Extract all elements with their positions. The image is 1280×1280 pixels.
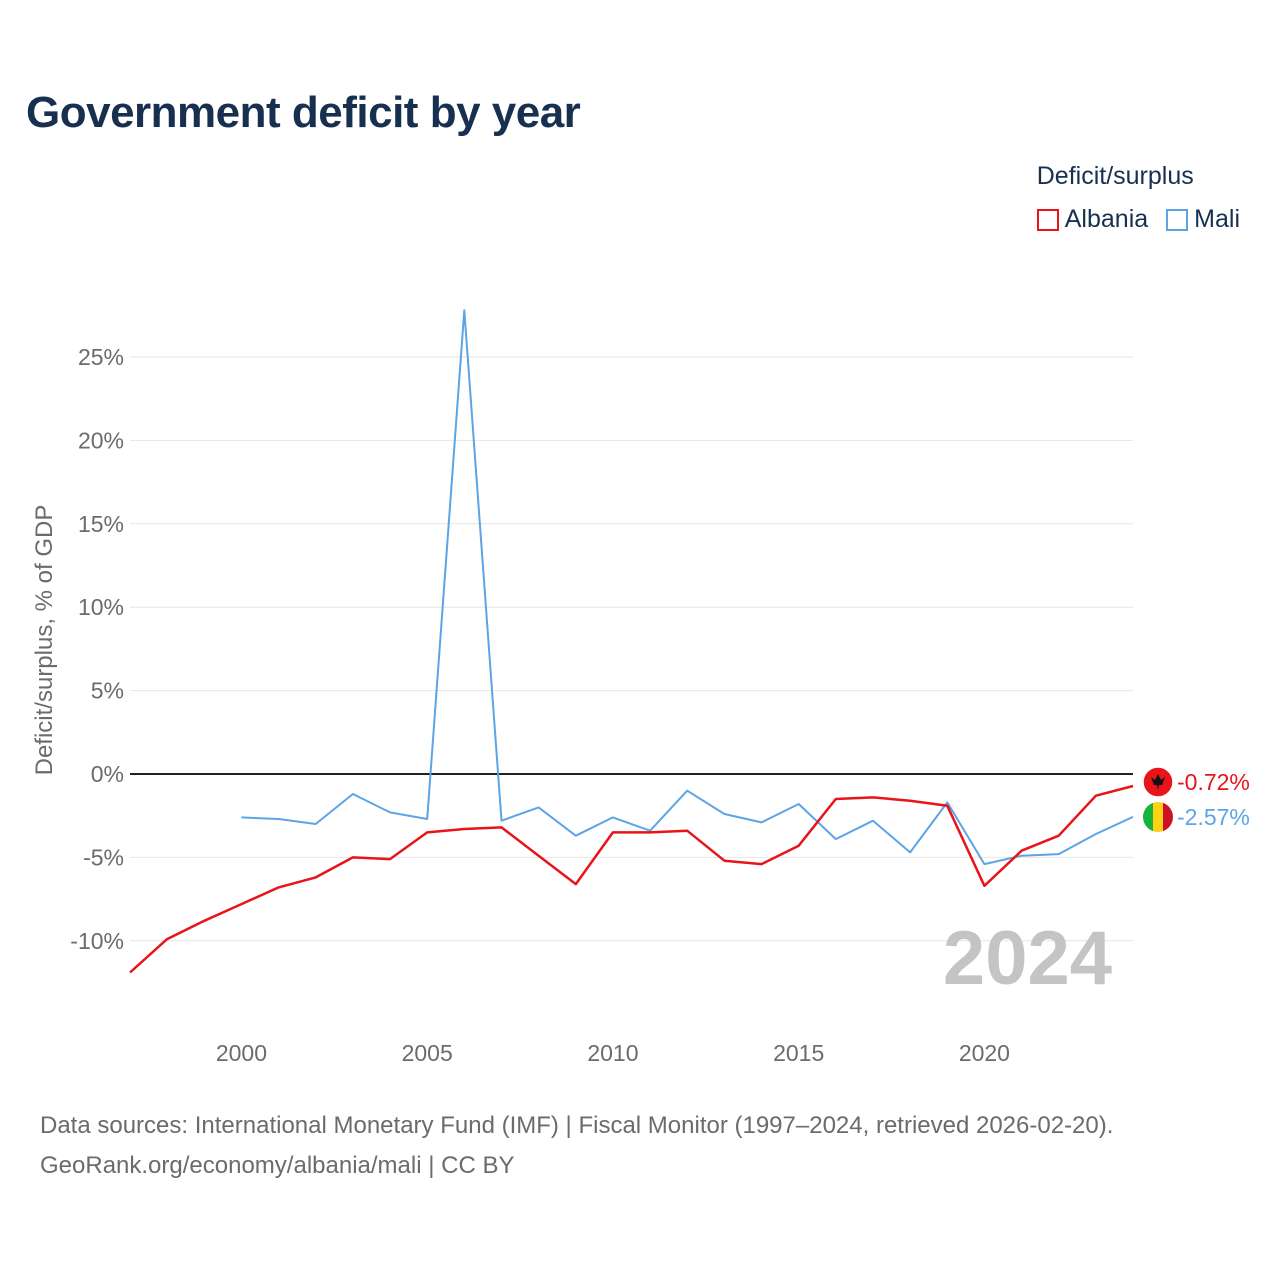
legend-label-albania: Albania bbox=[1064, 205, 1149, 233]
legend-swatch-albania bbox=[1036, 208, 1059, 231]
y-tick-label: 15% bbox=[78, 511, 124, 537]
y-tick-label: 20% bbox=[78, 427, 124, 453]
legend-label-mali: Mali bbox=[1194, 205, 1240, 233]
chart-title: Government deficit by year bbox=[26, 88, 581, 137]
legend-item-albania[interactable]: Albania bbox=[1036, 205, 1149, 234]
footer: Data sources: International Monetary Fun… bbox=[40, 1106, 1113, 1186]
end-value-label-albania: -0.72% bbox=[1177, 769, 1250, 795]
source-text: Data sources: International Monetary Fun… bbox=[40, 1112, 1114, 1139]
legend-item-mali[interactable]: Mali bbox=[1166, 205, 1240, 234]
grid bbox=[130, 356, 1133, 942]
y-axis-ticks: -10% -5% 0% 5% 10% 15% 20% 25% bbox=[70, 344, 124, 954]
x-axis-ticks: 2000 2005 2010 2015 2020 bbox=[216, 1040, 1010, 1066]
x-tick-label: 2020 bbox=[959, 1040, 1010, 1066]
y-tick-label: -10% bbox=[70, 928, 124, 954]
end-value-label-mali: -2.57% bbox=[1177, 804, 1250, 830]
legend-title: Deficit/surplus bbox=[1036, 162, 1194, 190]
series-line-albania[interactable] bbox=[129, 784, 1134, 974]
y-tick-label: 0% bbox=[91, 761, 124, 787]
x-tick-label: 2000 bbox=[216, 1040, 267, 1066]
series-line-mali[interactable] bbox=[241, 309, 1134, 866]
line-chart: Deficit/surplus, % of GDP -10% -5% 0% 5% 10%… bbox=[31, 309, 1250, 1066]
x-tick-label: 2015 bbox=[773, 1040, 824, 1066]
y-axis-label: Deficit/surplus, % of GDP bbox=[31, 505, 58, 776]
legend: Deficit/surplus Albania Mali bbox=[1036, 162, 1240, 234]
attribution-text: GeoRank.org/economy/albania/mali | CC BY bbox=[40, 1152, 515, 1179]
y-tick-label: 10% bbox=[78, 594, 124, 620]
y-tick-label: 25% bbox=[78, 344, 124, 370]
flag-marker-albania bbox=[1142, 766, 1174, 798]
end-labels: -0.72% -2.57% bbox=[1142, 766, 1250, 832]
y-tick-label: -5% bbox=[83, 844, 124, 870]
x-tick-label: 2010 bbox=[587, 1040, 638, 1066]
year-watermark: 2024 bbox=[943, 916, 1112, 1001]
flag-marker-mali bbox=[1143, 802, 1173, 832]
legend-swatch-mali bbox=[1166, 208, 1189, 231]
y-tick-label: 5% bbox=[91, 678, 124, 704]
series-layer bbox=[129, 309, 1134, 974]
x-tick-label: 2005 bbox=[402, 1040, 453, 1066]
